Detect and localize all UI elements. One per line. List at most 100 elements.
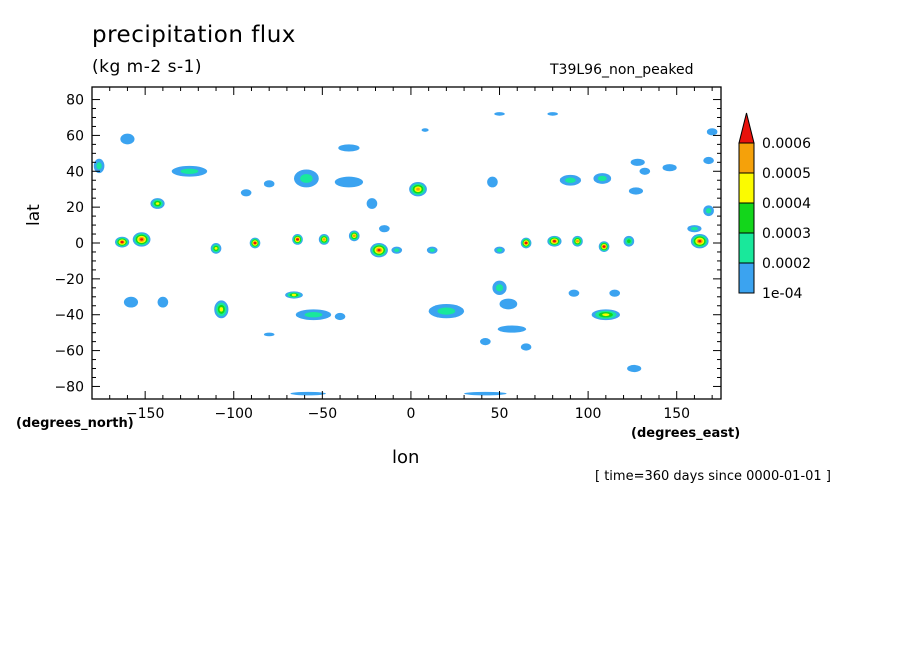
contour-level-1 — [464, 391, 507, 396]
colorbar-swatch — [738, 202, 755, 234]
precip-cell — [263, 180, 275, 188]
contour-level-1 — [123, 296, 139, 308]
precip-cell — [572, 235, 583, 247]
precip-cell — [464, 391, 507, 396]
precip-cell — [370, 243, 388, 258]
precip-cell — [487, 176, 498, 188]
contour-level-1 — [706, 128, 718, 136]
y-tick-label: −40 — [54, 308, 84, 324]
precip-cell — [609, 289, 621, 297]
x-tick-label: 0 — [406, 406, 415, 422]
precip-cell — [171, 165, 208, 177]
y-tick-label: −80 — [54, 379, 84, 395]
contour-level-4 — [214, 247, 218, 250]
x-axis-label: lon — [392, 447, 420, 468]
contour-level-1 — [627, 364, 642, 373]
precip-cell — [547, 112, 558, 116]
precip-cell — [263, 332, 275, 337]
precip-cell — [338, 144, 360, 152]
contour-level-2 — [565, 177, 576, 183]
contour-level-6 — [552, 240, 556, 243]
precip-cell — [290, 391, 326, 396]
contour-level-2 — [180, 168, 199, 174]
contour-level-1 — [334, 176, 364, 188]
precip-cell — [706, 128, 718, 136]
chart-units: (kg m-2 s-1) — [92, 57, 203, 77]
colorbar-swatch — [738, 262, 755, 294]
precip-cell — [628, 187, 644, 195]
chart-title: precipitation flux — [92, 22, 296, 48]
colorbar-label: 0.0004 — [762, 196, 811, 212]
colorbar-label: 0.0006 — [762, 136, 811, 152]
precip-cell — [132, 232, 151, 247]
contour-level-2 — [690, 226, 698, 231]
precip-cell — [492, 280, 507, 295]
precip-cell — [703, 156, 714, 165]
contour-level-6 — [524, 241, 528, 245]
contour-level-6 — [253, 241, 257, 245]
precip-cell — [214, 300, 229, 319]
contour-level-2 — [597, 175, 607, 182]
contour-level-1 — [480, 338, 491, 346]
contour-level-6 — [140, 238, 144, 241]
colorbar-label: 1e-04 — [762, 286, 802, 302]
precip-cell — [497, 325, 527, 333]
contour-level-4 — [602, 313, 610, 317]
precip-cell — [494, 246, 505, 254]
x-tick-label: 50 — [491, 406, 509, 422]
contour-level-1 — [263, 332, 275, 337]
contour-level-6 — [120, 240, 124, 244]
contour-fills — [93, 112, 718, 396]
contour-level-2 — [496, 248, 503, 252]
contour-level-2 — [429, 248, 435, 252]
contour-level-1 — [290, 391, 326, 396]
precip-cell — [150, 198, 165, 209]
contour-level-2 — [437, 307, 456, 315]
contour-level-1 — [487, 176, 498, 188]
precip-cell — [115, 236, 130, 248]
contour-level-2 — [304, 312, 323, 318]
precip-cell — [630, 158, 645, 166]
precip-cell — [627, 364, 642, 373]
contour-level-1 — [520, 343, 532, 351]
precip-cell — [93, 158, 105, 174]
time-note: [ time=360 days since 0000-01-01 ] — [595, 469, 831, 484]
contour-level-5 — [416, 187, 420, 191]
precip-cell — [598, 241, 610, 252]
precip-cell — [520, 343, 532, 351]
precip-cell — [391, 246, 403, 254]
contour-level-1 — [494, 112, 505, 116]
precip-cell — [409, 182, 427, 197]
colorbar-swatch — [738, 142, 755, 174]
precip-cell — [334, 312, 346, 321]
precip-cell — [494, 112, 505, 116]
precip-cell — [348, 230, 360, 242]
precip-cell — [334, 176, 364, 188]
colorbar-swatch — [738, 172, 755, 204]
precip-cell — [687, 225, 702, 233]
precip-cell — [639, 167, 651, 175]
x-units-label: (degrees_east) — [631, 426, 741, 441]
contour-level-1 — [120, 133, 135, 145]
precip-cell — [210, 243, 222, 254]
y-tick-label: 20 — [66, 200, 84, 216]
contour-level-4 — [219, 307, 224, 312]
precip-cell — [593, 173, 612, 184]
contour-level-1 — [662, 164, 677, 172]
y-tick-label: 0 — [75, 236, 84, 252]
precip-cell — [568, 289, 580, 297]
contour-level-1 — [639, 167, 651, 175]
precip-cell — [318, 234, 330, 245]
precip-cell — [591, 309, 621, 321]
contour-level-2 — [394, 248, 400, 252]
precip-cell — [379, 225, 390, 233]
contour-level-2 — [96, 162, 102, 170]
contour-level-1 — [609, 289, 621, 297]
precip-cell — [240, 189, 252, 197]
contour-level-1 — [568, 289, 580, 297]
contour-level-1 — [628, 187, 644, 195]
precip-cell — [520, 237, 532, 249]
contour-level-3 — [627, 239, 631, 243]
precip-cell — [295, 309, 332, 321]
